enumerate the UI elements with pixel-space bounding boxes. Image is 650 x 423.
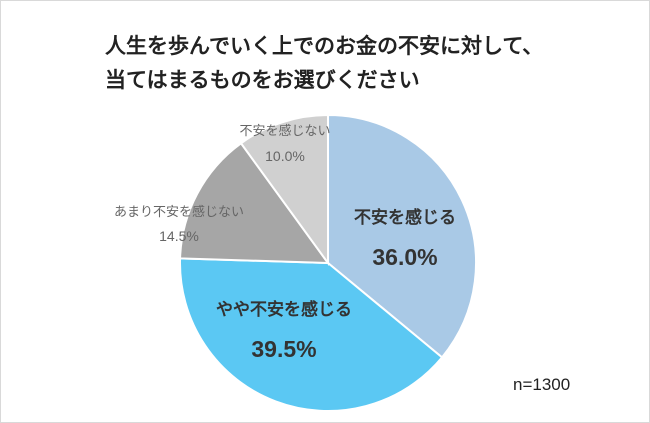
slice-label-value-2: 39.5%	[251, 336, 316, 362]
slice-label-category-4: 不安を感じない	[239, 123, 330, 139]
slice-label-category-1: 不安を感じる	[354, 207, 456, 228]
pie-slice-4	[239, 113, 329, 267]
chart-title-line-1: 人生を歩んでいく上でのお金の不安に対して、	[105, 34, 544, 58]
slice-label-category-2: やや不安を感じる	[216, 299, 352, 320]
slice-label-value-1: 36.0%	[372, 244, 437, 270]
slice-label-category-3: あまり不安を感じない	[114, 204, 244, 220]
chart-title-line-2: 当てはまるものをお選びください	[105, 68, 420, 92]
pie-slice-2	[179, 257, 444, 413]
chart-title: 人生を歩んでいく上でのお金の不安に対して、 当てはまるものをお選びください	[105, 29, 543, 97]
pie-slice-1	[327, 113, 477, 359]
slice-label-value-4: 10.0%	[265, 148, 305, 164]
sample-size-note: n=1300	[513, 375, 571, 394]
pie-slice-3	[179, 141, 331, 265]
pie-slices	[179, 113, 477, 413]
pie-labels: 不安を感じる 36.0% やや不安を感じる 39.5% あまり不安を感じない 14.5% 不…	[114, 123, 456, 362]
slice-label-value-3: 14.5%	[159, 228, 199, 244]
